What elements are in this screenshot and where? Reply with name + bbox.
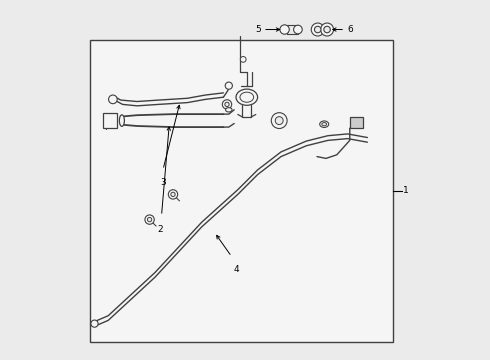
- Ellipse shape: [225, 108, 232, 112]
- Text: 5: 5: [255, 25, 261, 34]
- Circle shape: [320, 23, 334, 36]
- Circle shape: [271, 113, 287, 129]
- Ellipse shape: [322, 122, 326, 126]
- Ellipse shape: [120, 115, 124, 126]
- Circle shape: [222, 100, 232, 109]
- Circle shape: [315, 26, 321, 33]
- Text: 3: 3: [160, 178, 166, 187]
- Circle shape: [324, 26, 330, 33]
- Circle shape: [91, 320, 98, 327]
- Text: 2: 2: [158, 225, 163, 234]
- Circle shape: [109, 95, 117, 104]
- Circle shape: [225, 82, 232, 89]
- Circle shape: [171, 192, 175, 197]
- Ellipse shape: [319, 121, 329, 127]
- Bar: [103, 113, 117, 128]
- Circle shape: [294, 25, 302, 34]
- Bar: [350, 117, 364, 128]
- Bar: [90, 40, 392, 342]
- Text: 4: 4: [233, 265, 239, 274]
- Circle shape: [311, 23, 324, 36]
- Text: 1: 1: [403, 186, 409, 195]
- Ellipse shape: [236, 89, 258, 105]
- Ellipse shape: [240, 92, 254, 102]
- Circle shape: [275, 117, 283, 125]
- Circle shape: [147, 217, 152, 222]
- Circle shape: [225, 102, 229, 107]
- Circle shape: [169, 190, 178, 199]
- Circle shape: [145, 215, 154, 224]
- Circle shape: [280, 25, 289, 34]
- Text: 6: 6: [347, 25, 353, 34]
- Circle shape: [240, 57, 246, 62]
